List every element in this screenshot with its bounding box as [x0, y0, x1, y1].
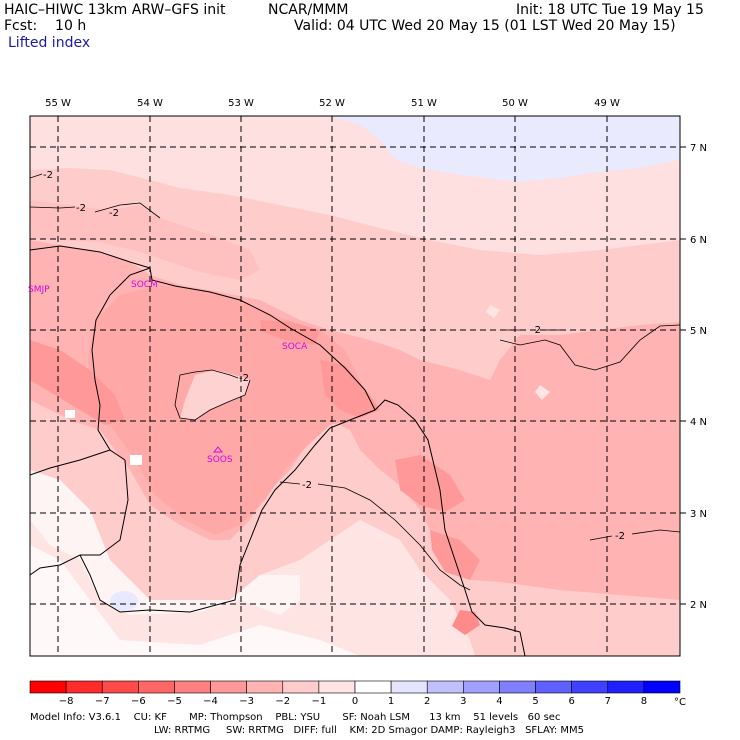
lon-label-50w: 50 W: [502, 98, 528, 109]
colorbar-tick-label: 5: [532, 696, 538, 707]
lon-label-55w: 55 W: [45, 98, 71, 109]
colorbar-swatch: [643, 680, 681, 694]
lat-ticks: [680, 146, 686, 605]
colorbar-unit: °C: [674, 697, 686, 708]
coastline-borders: [30, 245, 526, 656]
footer-physics-info: LW: RRTMG SW: RRTMG DIFF: full KM: 2D Sm…: [154, 725, 584, 736]
colorbar-swatch: [463, 680, 500, 694]
colorbar-tick-label: 4: [496, 696, 502, 707]
graticule: [30, 116, 680, 656]
valid-time: Valid: 04 UTC Wed 20 May 15 (01 LST Wed …: [294, 18, 676, 34]
colorbar-swatch: [101, 680, 139, 694]
colorbar-swatch: [535, 680, 572, 694]
colorbar-tick-label: −4: [203, 696, 218, 707]
init-time: Init: 18 UTC Tue 19 May 15: [516, 2, 704, 18]
map-frame: [29, 115, 681, 657]
contour-label: -2: [109, 208, 119, 219]
lat-label-4n: 4 N: [690, 417, 707, 428]
colorbar-tick-label: −3: [239, 696, 254, 707]
station-soos: SOOS: [207, 446, 233, 465]
lon-label-51w: 51 W: [411, 98, 437, 109]
lat-label-2n: 2 N: [690, 600, 707, 611]
lat-label-5n: 5 N: [690, 326, 707, 337]
colorbar-swatch: [246, 680, 284, 694]
lon-label-52w: 52 W: [319, 98, 345, 109]
station-label: SOOS: [207, 455, 233, 465]
station-smjp: SMJP: [28, 285, 50, 295]
colorbar-swatch: [354, 680, 392, 694]
contour-label: -2: [302, 480, 312, 491]
colorbar-swatch: [571, 680, 609, 694]
station-label: SOCA: [282, 342, 308, 352]
lat-label-7n: 7 N: [690, 143, 707, 154]
station-label: SOCM: [131, 280, 158, 290]
lon-label-49w: 49 W: [594, 98, 620, 109]
colorbar-swatch: [607, 680, 645, 694]
contour-label: -2: [76, 203, 86, 214]
colorbar-tick-label: −1: [312, 696, 327, 707]
colorbar-swatch: [138, 680, 175, 694]
forecast-hour: Fcst: 10 h: [4, 18, 87, 34]
colorbar-swatch: [210, 680, 247, 694]
colorbar-tick-label: 8: [641, 696, 647, 707]
colorbar-tick-label: −8: [59, 696, 74, 707]
colorbar-tick-label: −2: [275, 696, 290, 707]
lon-label-54w: 54 W: [137, 98, 163, 109]
colorbar-tick-label: 3: [460, 696, 466, 707]
colorbar-tick-label: 0: [352, 696, 358, 707]
colorbar-tick-label: 6: [568, 696, 574, 707]
center-label: NCAR/MMM: [268, 2, 349, 18]
colorbar-swatch: [174, 680, 211, 694]
station-marker-icon: [212, 446, 224, 453]
colorbar-tick-label: 2: [424, 696, 430, 707]
colorbar-swatch: [499, 680, 536, 694]
colorbar-swatch: [65, 680, 103, 694]
station-socm: SOCM: [131, 280, 158, 290]
contour-label: -2: [531, 325, 541, 336]
lifted-index-shading: [30, 116, 680, 656]
colorbar-tick-label: −6: [131, 696, 146, 707]
colorbar-swatch: [29, 680, 67, 694]
colorbar-tick-label: −7: [95, 696, 110, 707]
colorbar-tick-label: 7: [605, 696, 611, 707]
station-soca: SOCA: [282, 342, 308, 352]
contour-label: -2: [615, 531, 625, 542]
contour-label: -2: [43, 170, 53, 181]
colorbar-swatch: [390, 680, 428, 694]
lat-label-3n: 3 N: [690, 509, 707, 520]
colorbar-tick-label: −5: [167, 696, 182, 707]
colorbar-swatch: [426, 680, 464, 694]
footer-model-info: Model Info: V3.6.1 CU: KF MP: Thompson P…: [30, 712, 561, 723]
field-name: Lifted index: [8, 35, 91, 51]
lat-label-6n: 6 N: [690, 235, 707, 246]
station-label: SMJP: [28, 285, 50, 295]
model-title: HAIC–HIWC 13km ARW–GFS init: [4, 2, 226, 18]
colorbar: −8 −7 −6 −5 −4 −3 −2 −1 0 1 2 3 4 5 6 7 8: [29, 680, 681, 707]
lon-label-53w: 53 W: [228, 98, 254, 109]
colorbar-tick-label: 1: [388, 696, 394, 707]
colorbar-swatch: [318, 680, 356, 694]
contour-label: -2: [239, 373, 249, 384]
colorbar-swatch: [282, 680, 320, 694]
